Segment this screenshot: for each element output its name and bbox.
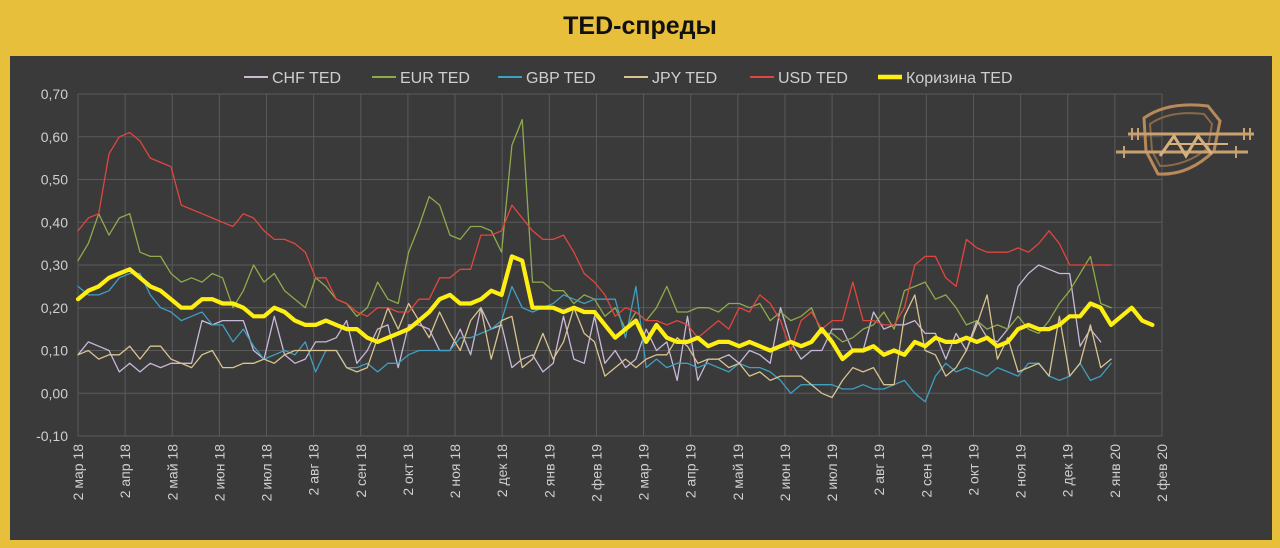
series-line: [77, 272, 1112, 403]
legend-label: GBP TED: [526, 70, 596, 87]
x-tick-label: 2 фев 19: [588, 444, 604, 502]
x-tick-label: 2 авг 19: [871, 444, 887, 496]
page-title: TED-спреды: [563, 12, 717, 40]
y-tick-label: 0,70: [41, 86, 68, 102]
y-tick-label: 0,50: [41, 172, 68, 188]
legend: CHF TED EUR TED GBP TED JPY TED USD TED Кориз…: [244, 70, 1013, 87]
x-tick-label: 2 апр 19: [683, 444, 699, 499]
y-tick-label: 0,40: [41, 214, 68, 230]
series-line: [75, 254, 1155, 362]
x-tick-label: 2 июн 19: [777, 444, 793, 501]
legend-label: JPY TED: [652, 70, 717, 87]
x-tick-label: 2 мар 18: [70, 444, 86, 501]
y-tick-label: -0,10: [36, 428, 68, 444]
y-tick-label: 0,10: [41, 343, 68, 359]
y-tick-label: 0,30: [41, 257, 68, 273]
y-tick-label: 0,00: [41, 385, 68, 401]
x-tick-label: 2 мар 19: [636, 444, 652, 501]
x-tick-label: 2 авг 18: [306, 444, 322, 496]
legend-label: EUR TED: [400, 70, 470, 87]
legend-label: USD TED: [778, 70, 848, 87]
x-tick-label: 2 дек 18: [494, 444, 510, 497]
x-tick-label: 2 июл 18: [259, 444, 275, 502]
chart-panel: -0,10 0,00 0,10 0,20 0,30 0,40 0,50 0,60 0,70 2 …: [10, 56, 1272, 540]
line-chart: -0,10 0,00 0,10 0,20 0,30 0,40 0,50 0,60 0,70 2 …: [36, 70, 1254, 502]
legend-label: Коризина TED: [906, 70, 1013, 87]
legend-label: CHF TED: [272, 70, 341, 87]
y-tick-label: 0,20: [41, 300, 68, 316]
series-line: [77, 118, 1112, 343]
x-tick-label: 2 сен 18: [353, 444, 369, 498]
x-tick-label: 2 ноя 19: [1013, 444, 1029, 498]
x-tick-label: 2 июл 19: [824, 444, 840, 502]
x-tick-label: 2 май 19: [730, 444, 746, 501]
x-tick-label: 2 ноя 18: [447, 444, 463, 498]
x-tick-label: 2 янв 20: [1107, 444, 1123, 498]
x-tick-label: 2 дек 19: [1060, 444, 1076, 497]
x-tick-label: 2 май 18: [164, 444, 180, 501]
x-axis: 2 мар 18 2 апр 18 2 май 18 2 июн 18 2 июл 18…: [70, 444, 1170, 502]
series-line: [77, 294, 1112, 399]
x-tick-label: 2 сен 19: [918, 444, 934, 498]
x-tick-label: 2 апр 18: [117, 444, 133, 499]
x-tick-label: 2 окт 19: [965, 444, 981, 496]
grid-layer: [77, 93, 1163, 437]
x-tick-label: 2 июн 18: [211, 444, 227, 501]
y-axis: -0,10 0,00 0,10 0,20 0,30 0,40 0,50 0,60 0,70: [36, 86, 68, 444]
logo-icon: [1116, 103, 1254, 176]
x-tick-label: 2 янв 19: [541, 444, 557, 498]
series-layer: [75, 118, 1155, 403]
series-line: [77, 131, 1112, 352]
series-line: [77, 264, 1102, 382]
x-tick-label: 2 фев 20: [1154, 444, 1170, 502]
x-tick-label: 2 окт 18: [400, 444, 416, 496]
y-tick-label: 0,60: [41, 129, 68, 145]
